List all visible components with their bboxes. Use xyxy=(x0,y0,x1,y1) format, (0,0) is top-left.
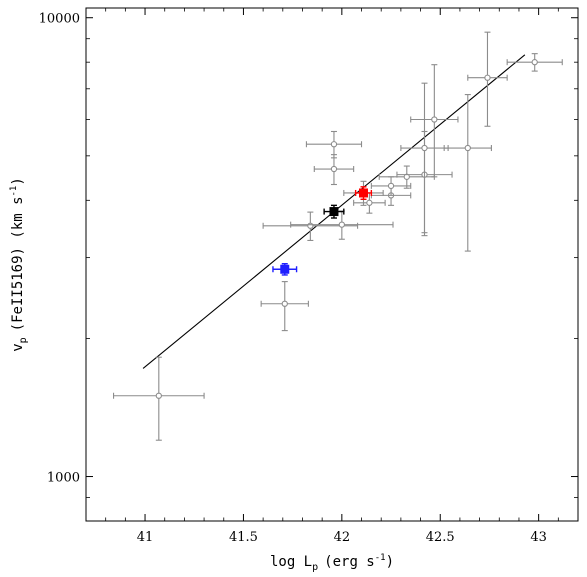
data-point xyxy=(370,176,412,196)
x-tick-label: 42 xyxy=(334,530,351,545)
point-marker xyxy=(307,222,314,229)
y-axis-label: vp (FeII5169) (km s-1) xyxy=(9,177,29,352)
data-point xyxy=(353,192,386,214)
point-marker xyxy=(387,182,395,190)
y-axis-label-main: v xyxy=(10,343,26,351)
y-tick-label: 10000 xyxy=(39,12,80,27)
data-point xyxy=(443,94,492,252)
x-axis-label-sub: p xyxy=(312,562,318,573)
data-point xyxy=(323,204,345,219)
y-axis-label-sup: -1 xyxy=(9,186,19,197)
data-point xyxy=(260,281,309,332)
data-point xyxy=(506,53,563,72)
point-marker xyxy=(330,141,338,148)
point-marker xyxy=(431,116,438,123)
x-tick-label: 41 xyxy=(137,530,154,545)
data-point xyxy=(400,82,449,234)
point-marker xyxy=(329,207,339,217)
tick-labels: 41 41.5 42 42.5 43 1000 10000 xyxy=(39,12,547,545)
data-point xyxy=(272,262,298,276)
x-axis-label: log Lp (erg s-1) xyxy=(270,553,394,573)
point-marker xyxy=(281,300,288,307)
point-marker xyxy=(338,221,345,228)
axes xyxy=(86,8,578,522)
data-point xyxy=(305,130,363,159)
data-point xyxy=(290,210,394,240)
x-axis-label-sup: -1 xyxy=(375,553,386,563)
point-marker xyxy=(366,199,373,206)
point-marker xyxy=(330,165,338,173)
y-axis-label-rest: (FeII5169) (km s xyxy=(10,196,26,331)
x-axis-label-close: ) xyxy=(386,554,394,570)
point-marker xyxy=(531,59,538,66)
data-point xyxy=(113,356,205,441)
point-marker xyxy=(421,144,428,152)
x-tick-label: 42.5 xyxy=(426,530,455,545)
y-axis-label-sub: p xyxy=(18,337,29,343)
data-point xyxy=(354,186,373,201)
data-point xyxy=(467,31,508,127)
point-marker xyxy=(464,144,471,152)
data-points xyxy=(113,31,563,441)
data-point xyxy=(410,64,459,178)
y-tick-label: 1000 xyxy=(47,471,80,486)
x-tick-label: 43 xyxy=(530,530,547,545)
point-marker xyxy=(280,264,290,274)
point-marker xyxy=(155,392,162,399)
y-axis-label-close: ) xyxy=(10,177,26,185)
x-axis-label-main: log L xyxy=(270,554,312,570)
point-marker xyxy=(358,188,368,198)
data-point xyxy=(313,154,355,186)
x-tick-label: 41.5 xyxy=(229,530,258,545)
x-axis-label-units: (erg s xyxy=(324,554,375,570)
point-marker xyxy=(484,74,491,81)
plot-frame xyxy=(85,7,579,522)
